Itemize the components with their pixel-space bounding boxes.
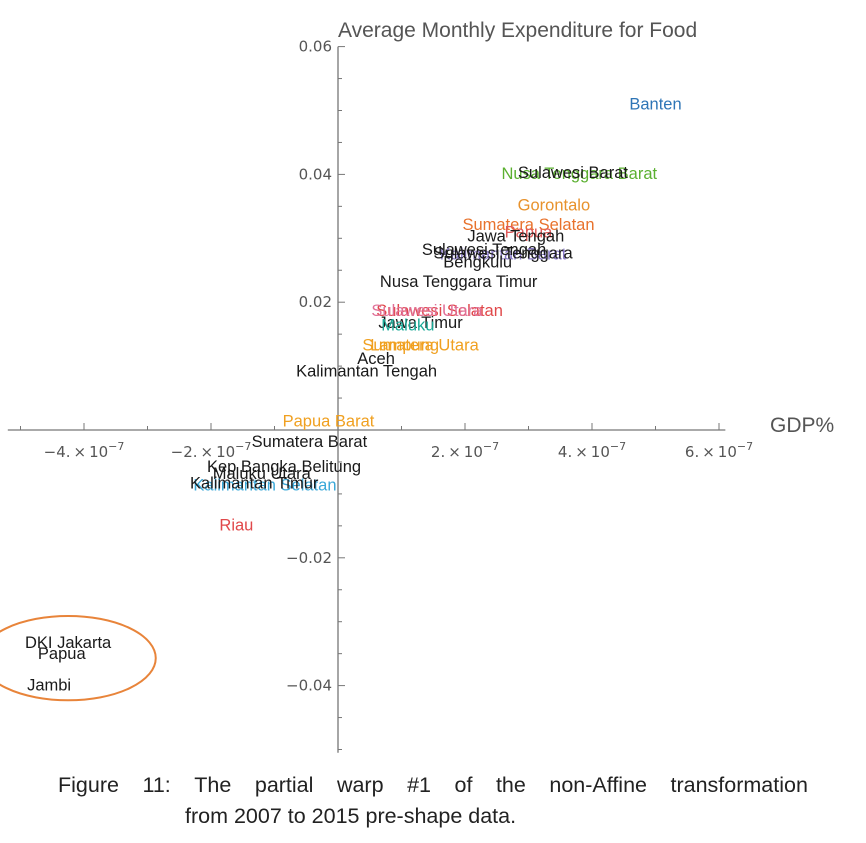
caption-word: The <box>194 773 232 797</box>
x-tick-label: 2. × 10−7 <box>431 440 499 461</box>
data-point-label: Sulawesi Tenggara <box>434 244 574 262</box>
data-point-label: Sulawesi Tengah <box>422 241 546 259</box>
data-point-label: Maluku Utara <box>213 465 312 483</box>
data-point-label: Sulawesi Utara <box>371 302 483 320</box>
data-point-label: Jawa Timur <box>378 314 463 332</box>
axes: −4. × 10−7 −2. × 10−7 2. × 10−7 4. × 10−7 6.… <box>7 38 753 753</box>
figure-caption: Figure 11: The partial warp #1 of the non-Affine… <box>58 770 808 832</box>
x-tick-label: −4. × 10−7 <box>44 440 125 461</box>
x-tick-label: 4. × 10−7 <box>558 440 626 461</box>
data-point-label: Papua Barat <box>283 412 375 430</box>
data-point-label: Lampung <box>370 336 439 354</box>
data-point-label: Kalimantan Tengah <box>296 363 437 381</box>
data-point-label: Kalimantan Barat <box>440 246 567 264</box>
caption-line-2: from 2007 to 2015 pre-shape data. <box>185 804 517 828</box>
data-point-label: Sumatera Selatan <box>462 216 594 234</box>
data-point-label: Banten <box>629 95 681 113</box>
highlight-layer <box>0 614 157 702</box>
caption-word: transformation <box>670 773 808 797</box>
y-tick-label: 0.02 <box>299 293 332 311</box>
data-point-label: Riau <box>219 517 253 535</box>
data-point-label: Jawa Tengah <box>467 228 564 246</box>
x-tick-label: −2. × 10−7 <box>171 440 252 461</box>
data-point-label: Kep Bangka Belitung <box>207 458 361 476</box>
caption-word: partial <box>254 773 314 797</box>
data-point-label: Kalimantan Timur <box>190 474 319 492</box>
data-point-label: Maluku <box>381 317 434 335</box>
y-axis-title: Average Monthly Expenditure for Food <box>338 19 697 42</box>
data-point-label: DKI Jakarta <box>25 634 112 652</box>
caption-word: the <box>495 773 526 797</box>
data-point-label: Nusa Tenggara Timur <box>380 273 538 291</box>
x-tick-label: 6. × 10−7 <box>685 440 753 461</box>
caption-word: of <box>454 773 473 797</box>
data-point-label: Sulawesi Selatan <box>376 302 503 320</box>
data-point-label: Aceh <box>357 350 395 368</box>
data-point-label: Gorontalo <box>518 196 590 214</box>
data-point-label: Kalimantan Selatan <box>193 476 336 494</box>
data-point-label: Sulawesi Barat <box>518 164 628 182</box>
caption-word: #1 <box>407 773 431 797</box>
caption-word: non-Affine <box>549 773 647 797</box>
data-point-label: Papua <box>38 645 87 663</box>
x-axis-title: GDP% <box>770 414 834 437</box>
data-point-label: Nusa Tenggara Barat <box>501 165 657 183</box>
caption-word: Figure <box>58 773 119 797</box>
data-point-label: Sumatera Utara <box>362 336 479 354</box>
y-tick-label: −0.02 <box>286 549 332 567</box>
caption-word: 11: <box>142 773 171 797</box>
data-point-label: Sumatera Barat <box>252 433 368 451</box>
y-tick-label: 0.04 <box>299 165 332 183</box>
data-point-label: Papua <box>505 223 554 241</box>
scatter-chart: −4. × 10−7 −2. × 10−7 2. × 10−7 4. × 10−7 6.… <box>0 19 834 753</box>
y-tick-label: −0.04 <box>286 677 332 695</box>
caption-word: warp <box>336 773 384 797</box>
caption-line-1: Figure 11: The partial warp #1 of the non-Affine… <box>58 770 808 801</box>
data-point-label: Bengkulu <box>443 253 512 271</box>
y-tick-label: 0.06 <box>299 38 332 56</box>
highlight-ellipse <box>0 614 157 702</box>
data-point-label: Jambi <box>27 676 71 694</box>
